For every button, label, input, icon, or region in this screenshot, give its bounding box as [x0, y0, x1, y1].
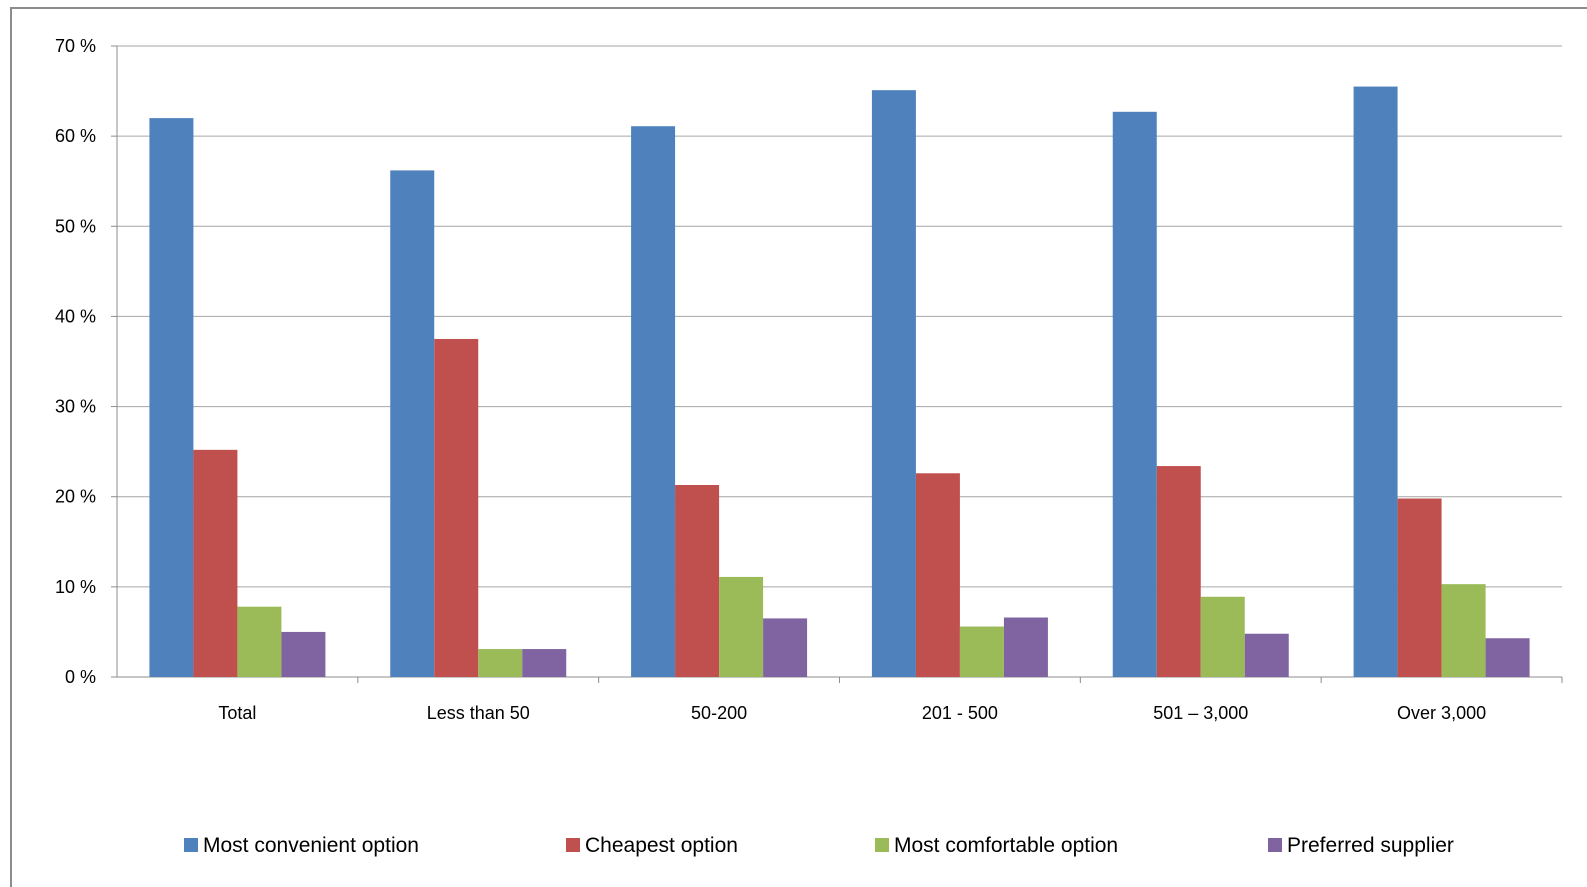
legend-swatch: [1268, 838, 1282, 852]
x-tick-label: 201 - 500: [922, 703, 998, 723]
bar: [871, 90, 916, 678]
bar: [719, 576, 764, 677]
legend-label: Cheapest option: [585, 834, 738, 857]
bar: [1441, 584, 1486, 677]
chart-frame: [10, 7, 1587, 887]
legend-label: Most convenient option: [203, 834, 419, 857]
bar: [237, 606, 282, 677]
x-tick-labels: Total Less than 50 50-200 201 - 500 501 – 3,…: [218, 703, 1486, 723]
bar: [434, 338, 479, 677]
bar: [1244, 633, 1289, 677]
bar: [675, 484, 720, 677]
bar: [1485, 638, 1530, 677]
x-tick-label: 501 – 3,000: [1153, 703, 1248, 723]
x-tick-label: Total: [218, 703, 256, 723]
legend-item: Most comfortable option: [875, 834, 1118, 857]
bar: [915, 473, 960, 677]
bar: [763, 618, 808, 677]
legend-item: Cheapest option: [566, 834, 738, 857]
x-tick-label: Over 3,000: [1397, 703, 1486, 723]
y-tick-label: 10 %: [55, 577, 96, 597]
bar: [149, 118, 194, 678]
bar: [390, 170, 435, 677]
legend-item: Most convenient option: [184, 834, 419, 857]
y-tick-label: 30 %: [55, 397, 96, 417]
y-tick-labels: 0 % 10 % 20 % 30 % 40 % 50 % 60 % 70 %: [55, 36, 96, 687]
gridlines: [117, 45, 1562, 588]
legend-swatch: [566, 838, 580, 852]
bar: [1156, 466, 1201, 677]
y-tick-label: 20 %: [55, 487, 96, 507]
y-tick-label: 70 %: [55, 36, 96, 56]
bar: [1200, 596, 1245, 677]
bar: [631, 126, 676, 677]
bar: [1353, 86, 1398, 678]
legend-label: Preferred supplier: [1287, 834, 1454, 857]
y-tick-label: 40 %: [55, 306, 96, 326]
bar: [1397, 498, 1442, 677]
legend-swatch: [875, 838, 889, 852]
y-tick-label: 0 %: [65, 667, 96, 687]
bar: [478, 649, 523, 677]
bar: [1112, 111, 1157, 678]
bar: [193, 449, 238, 677]
x-tick-label: Less than 50: [427, 703, 530, 723]
legend-label: Most comfortable option: [894, 834, 1118, 857]
bar: [281, 631, 326, 677]
y-tick-label: 50 %: [55, 216, 96, 236]
x-tick-label: 50-200: [691, 703, 747, 723]
legend: Most convenient option Cheapest option Mos…: [184, 834, 1454, 857]
y-tick-label: 60 %: [55, 126, 96, 146]
legend-swatch: [184, 838, 198, 852]
bars: [149, 86, 1530, 678]
axes: [111, 45, 1563, 683]
legend-item: Preferred supplier: [1268, 834, 1454, 857]
bar: [522, 649, 567, 677]
bar: [959, 626, 1004, 677]
bar: [1003, 617, 1048, 677]
